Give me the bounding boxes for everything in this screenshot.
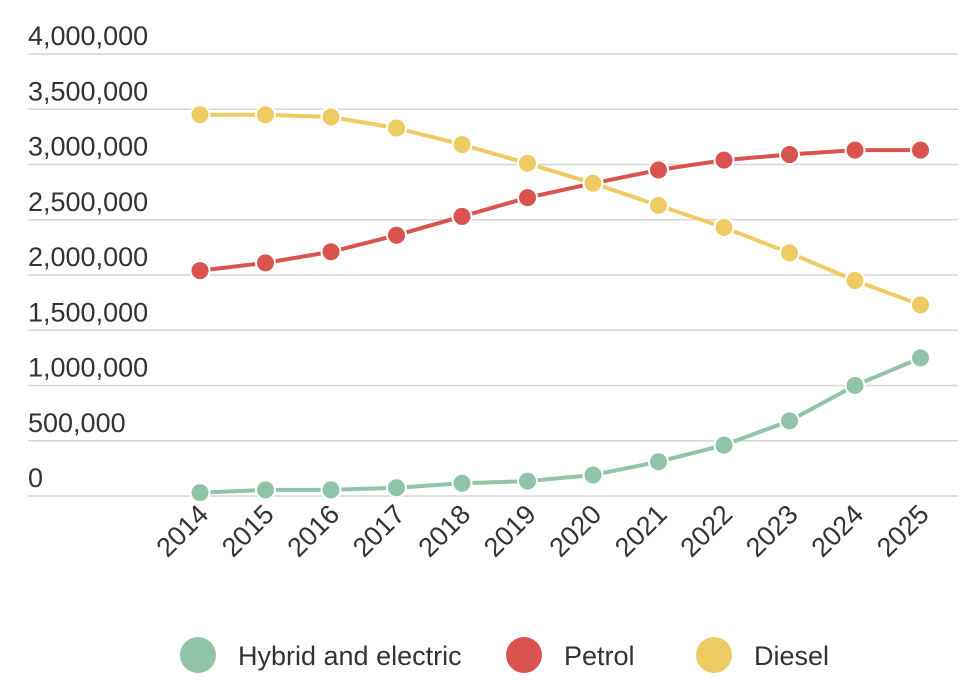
data-point (582, 172, 604, 194)
data-point (648, 194, 669, 216)
x-tick-label: 2014 (151, 499, 215, 563)
legend-swatch (696, 637, 732, 673)
data-point (779, 242, 800, 264)
data-point (517, 187, 538, 209)
y-tick-label: 500,000 (28, 408, 126, 438)
data-point (189, 482, 211, 504)
x-tick-label: 2016 (282, 499, 346, 563)
legend: Hybrid and electric Petrol Diesel (180, 637, 829, 673)
series-petrol (189, 139, 931, 282)
legend-item: Petrol (506, 637, 635, 673)
y-axis-ticks: 0 500,000 1,000,000 1,500,000 2,000,000 2,500… (28, 21, 148, 493)
y-tick-label: 4,000,000 (28, 21, 148, 51)
data-point (255, 479, 276, 501)
data-point (189, 104, 211, 126)
data-point (451, 472, 473, 494)
legend-label: Hybrid and electric (238, 641, 462, 671)
x-tick-label: 2025 (871, 499, 935, 563)
data-point (844, 139, 866, 161)
series-line (199, 148, 921, 273)
series-line (199, 356, 922, 495)
data-point (386, 477, 407, 499)
data-point (648, 451, 669, 473)
x-tick-label: 2021 (609, 499, 673, 563)
legend-swatch (506, 637, 542, 673)
data-point (517, 470, 538, 492)
x-tick-label: 2023 (740, 499, 804, 563)
data-point (255, 104, 276, 126)
y-tick-label: 3,500,000 (28, 76, 148, 106)
data-point (320, 241, 342, 263)
legend-item: Diesel (696, 637, 829, 673)
data-point (189, 260, 211, 282)
data-point (713, 149, 735, 171)
y-tick-label: 1,000,000 (28, 353, 148, 383)
x-tick-label: 2019 (478, 499, 542, 563)
data-point (910, 347, 931, 369)
series-diesel (189, 104, 931, 316)
y-tick-label: 1,500,000 (28, 297, 148, 327)
data-point (779, 410, 800, 432)
data-point (386, 224, 407, 246)
y-tick-label: 2,000,000 (28, 242, 148, 272)
gridlines (28, 53, 958, 497)
x-axis-ticks: 2014 2015 2016 2017 2018 2019 2020 2021 2022 2023… (151, 499, 935, 563)
data-point (844, 270, 866, 292)
data-point (910, 139, 931, 161)
data-point (779, 144, 800, 166)
data-point (713, 434, 735, 456)
legend-item: Hybrid and electric (180, 637, 462, 673)
y-tick-label: 2,500,000 (28, 187, 148, 217)
legend-swatch (180, 637, 216, 673)
y-tick-label: 0 (28, 463, 43, 493)
data-point (517, 152, 538, 174)
y-tick-label: 3,000,000 (28, 132, 148, 162)
data-point (582, 464, 604, 486)
data-point (713, 216, 735, 238)
data-point (451, 205, 473, 227)
legend-label: Diesel (754, 641, 829, 671)
data-point (386, 117, 407, 139)
series-hybrid-and-electric (189, 347, 931, 504)
x-tick-label: 2020 (544, 499, 608, 563)
data-point (320, 106, 342, 128)
series-line (200, 112, 922, 307)
x-tick-label: 2017 (347, 499, 411, 563)
x-tick-label: 2015 (216, 499, 280, 563)
series-layer (189, 104, 931, 504)
x-tick-label: 2018 (413, 499, 477, 563)
x-tick-label: 2022 (675, 499, 739, 563)
data-point (844, 375, 866, 396)
data-point (451, 134, 473, 156)
x-tick-label: 2024 (806, 499, 870, 563)
legend-label: Petrol (564, 641, 635, 671)
data-point (910, 294, 931, 316)
data-point (255, 252, 276, 274)
data-point (320, 479, 342, 501)
data-point (648, 159, 669, 181)
